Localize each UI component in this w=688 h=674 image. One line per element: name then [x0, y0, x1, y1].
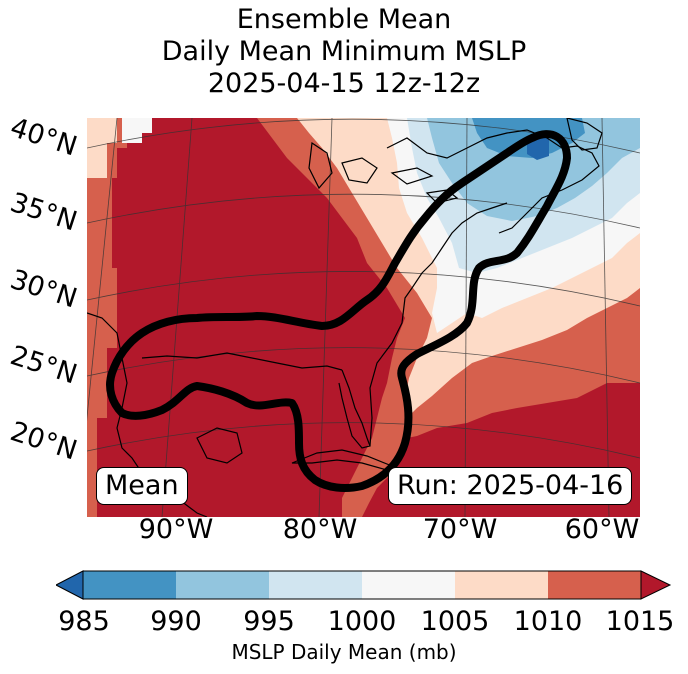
colorbar	[56, 570, 672, 602]
colorbar-label: MSLP Daily Mean (mb)	[0, 640, 688, 664]
title-line-3: 2025-04-15 12z-12z	[0, 68, 688, 100]
colorbar-segment-995	[269, 571, 362, 599]
colorbar-over-extension	[641, 571, 670, 599]
colorbar-segment-985	[83, 571, 176, 599]
title-line-1: Ensemble Mean	[0, 4, 688, 36]
lat-label-30n: 30°N	[6, 264, 80, 315]
lat-label-40n: 40°N	[6, 112, 80, 163]
mean-label-box: Mean	[96, 467, 188, 505]
lon-label-90w: 90°W	[139, 514, 214, 545]
colorbar-segment-1000	[362, 571, 455, 599]
lat-label-35n: 35°N	[6, 187, 80, 238]
colorbar-tick-1000: 1000	[328, 606, 397, 637]
colorbar-segment-990	[176, 571, 269, 599]
colorbar-tick-1010: 1010	[514, 606, 583, 637]
colorbar-segment-1010	[548, 571, 641, 599]
chart-title: Ensemble Mean Daily Mean Minimum MSLP 20…	[0, 4, 688, 100]
lon-label-60w: 60°W	[565, 514, 640, 545]
lon-label-70w: 70°W	[423, 514, 498, 545]
colorbar-tick-985: 985	[58, 606, 110, 637]
lon-label-80w: 80°W	[283, 514, 358, 545]
colorbar-tick-1005: 1005	[421, 606, 490, 637]
colorbar-tick-995: 995	[243, 606, 295, 637]
title-line-2: Daily Mean Minimum MSLP	[0, 36, 688, 68]
colorbar-under-extension	[56, 571, 83, 599]
colorbar-segment-1005	[455, 571, 548, 599]
pressure-map	[87, 118, 640, 517]
map-panel	[87, 118, 640, 517]
lat-label-25n: 25°N	[6, 340, 80, 391]
run-date-label-box: Run: 2025-04-16	[388, 467, 632, 505]
colorbar-tick-1015: 1015	[606, 606, 675, 637]
lat-label-20n: 20°N	[6, 416, 80, 467]
colorbar-tick-990: 990	[150, 606, 202, 637]
